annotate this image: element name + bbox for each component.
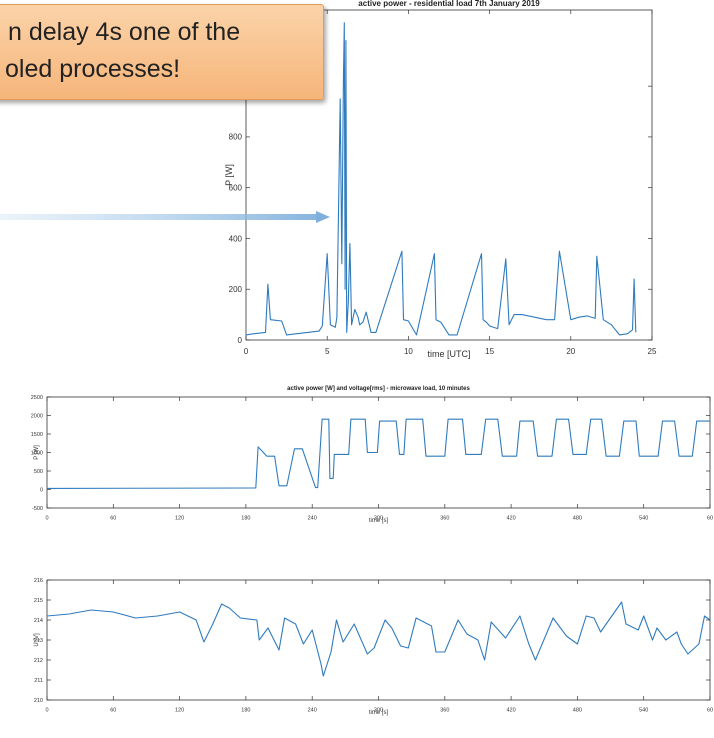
plot-frame [46,396,711,509]
x-tick-label: 360 [440,516,449,522]
y-tick-label: -500 [32,506,43,512]
y-tick-label: 0 [40,487,43,493]
arrow-icon [0,211,330,223]
callout-box: n delay 4s one of the oled processes! [0,4,324,100]
y-tick-label: 1000 [31,450,43,456]
x-axis-label: time [s] [369,518,389,524]
y-tick-label: 213 [34,638,43,644]
x-tick-label: 0 [45,708,48,714]
x-tick-label: 0 [244,347,249,356]
x-tick-label: 480 [573,516,582,522]
x-tick-label: 240 [308,516,317,522]
x-tick-label: 60 [707,516,713,522]
chart-title: active power - residential load 7th Janu… [358,0,540,8]
x-tick-label: 60 [707,708,713,714]
x-axis-label: time [UTC] [427,349,470,359]
y-tick-label: 216 [34,578,43,584]
series-line [245,22,637,336]
y-tick-label: 500 [34,469,43,475]
chart-title: active power [W] and voltage[rms] - micr… [287,386,470,392]
x-tick-label: 60 [110,516,116,522]
x-tick-label: 420 [507,516,516,522]
x-tick-label: 120 [175,708,184,714]
x-tick-label: 540 [639,516,648,522]
x-tick-label: 360 [440,708,449,714]
y-tick-label: 1500 [31,432,43,438]
x-axis-label: time [s] [369,710,389,716]
chart-3: 0 60 120 180 240 300 360 420 480 540 60 210 211 212 21… [34,578,713,716]
x-tick-label: 480 [573,708,582,714]
y-axis-label: P [W] [34,445,40,460]
callout-line-2: oled processes! [5,55,181,83]
chart-2: 0 60 120 180 240 300 360 420 480 540 60-5000500100… [31,386,713,524]
x-tick-label: 180 [241,516,250,522]
y-tick-label: 212 [34,658,43,664]
x-tick-label: 540 [639,708,648,714]
x-tick-label: 5 [325,347,330,356]
x-tick-label: 300 [374,708,383,714]
plot-frame [245,9,653,341]
plot-frame [46,579,711,701]
callout-line-1: n delay 4s one of the [8,18,241,46]
x-tick-label: 120 [175,516,184,522]
y-axis-label: P [W] [224,164,234,186]
x-tick-label: 25 [648,347,657,356]
y-tick-label: 400 [229,234,243,243]
x-tick-label: 15 [485,347,494,356]
x-tick-label: 20 [566,347,575,356]
x-tick-label: 240 [308,708,317,714]
x-tick-label: 420 [507,708,516,714]
x-tick-label: 60 [110,708,116,714]
x-tick-label: 300 [374,516,383,522]
y-tick-label: 210 [34,698,43,704]
y-tick-label: 2000 [31,413,43,419]
y-tick-label: 0 [238,336,243,345]
y-tick-label: 215 [34,598,43,604]
series-line [46,601,711,677]
y-tick-label: 200 [229,285,243,294]
x-tick-label: 0 [45,516,48,522]
y-tick-label: 2500 [31,395,43,401]
series-line [46,418,710,489]
x-tick-label: 180 [241,708,250,714]
y-tick-label: 214 [34,618,43,624]
y-tick-label: 600 [229,183,243,192]
y-axis-label: U [V] [34,633,40,647]
x-tick-label: 10 [404,347,413,356]
y-tick-label: 211 [34,678,43,684]
y-tick-label: 800 [229,133,243,142]
